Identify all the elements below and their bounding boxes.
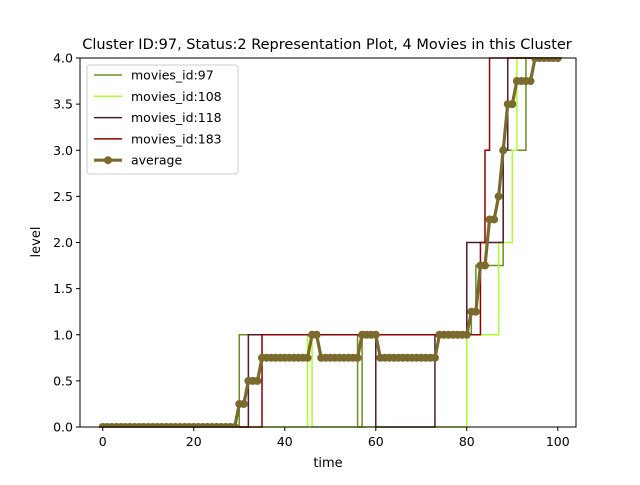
y-axis: 0.0 0.5 1.0 1.5 2.0 2.5 3.0 3.5 4.0 [53,51,80,435]
legend-entry: movies_id:118 [94,110,222,125]
y-tick-label: 2.0 [53,235,73,250]
x-tick-label: 60 [368,434,384,449]
average-point [303,353,312,362]
average-point [526,77,535,86]
y-axis-label: level [29,227,44,258]
y-tick-label: 2.5 [53,189,73,204]
legend-entry: movies_id:97 [94,68,214,83]
legend-entry: average [94,153,182,168]
x-tick-label: 40 [277,434,293,449]
average-point [499,146,508,155]
average-point [471,307,480,316]
y-tick-label: 3.5 [53,97,73,112]
average-point [239,399,248,408]
y-tick-label: 0.0 [53,420,73,435]
legend-entry: movies_id:183 [94,131,222,146]
legend-marker [104,156,112,165]
x-tick-label: 0 [99,434,107,449]
legend-label: average [131,153,182,168]
average-point [508,100,517,109]
x-tick-label: 20 [186,434,202,449]
average-point [430,353,439,362]
average-point [494,192,503,201]
x-tick-label: 100 [546,434,570,449]
average-point [480,261,489,270]
chart-title: Cluster ID:97, Status:2 Representation P… [82,37,572,53]
legend-label: movies_id:108 [131,89,222,104]
average-point [253,376,262,385]
legend-label: movies_id:97 [131,68,214,83]
average-point [371,330,380,339]
y-tick-label: 3.0 [53,143,73,158]
average-point [462,330,471,339]
legend-entry: movies_id:108 [94,89,222,104]
y-tick-label: 4.0 [53,51,73,66]
y-tick-label: 1.0 [53,327,73,342]
average-point [312,330,321,339]
average-point [490,215,499,224]
x-axis: 0 20 40 60 80 100 [99,427,570,449]
y-tick-label: 0.5 [53,373,73,388]
legend: movies_id:97 movies_id:108 movies_id:118mo… [86,64,239,175]
legend-label: movies_id:183 [131,131,222,146]
legend-label: movies_id:118 [131,110,222,125]
average-point [353,353,362,362]
x-tick-label: 80 [459,434,475,449]
legend-box [86,64,239,175]
y-tick-label: 1.5 [53,281,73,296]
x-axis-label: time [313,456,342,471]
